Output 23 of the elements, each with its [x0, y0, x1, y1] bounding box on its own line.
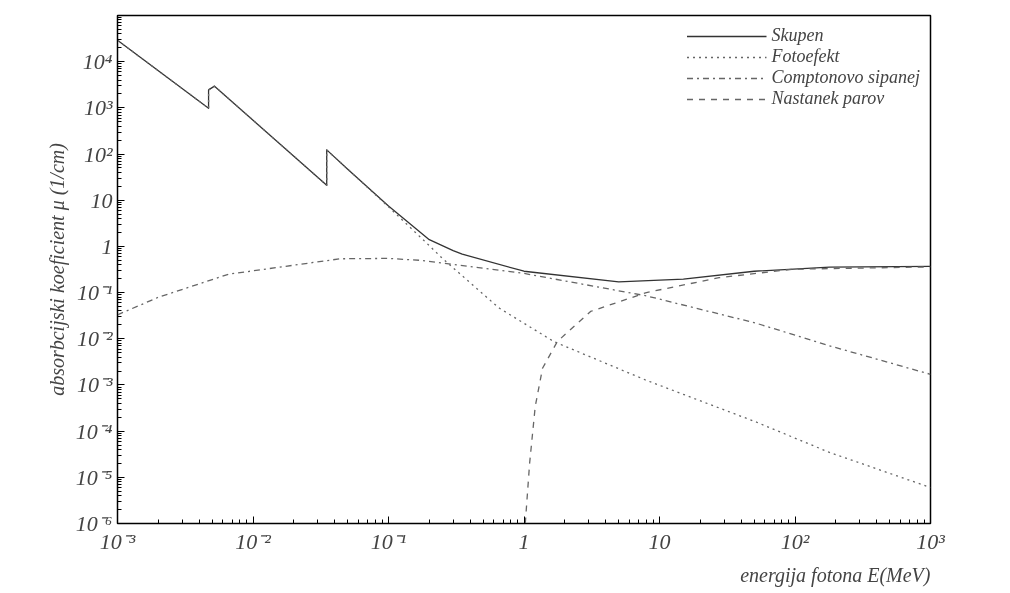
x-tick-label: 10³	[916, 528, 946, 554]
x-tick-label: 10⁻¹	[370, 528, 407, 554]
y-tick-label: 10²	[83, 141, 113, 167]
x-tick-label: 10⁻²	[235, 528, 272, 554]
y-tick-label: 10⁻¹	[76, 280, 113, 306]
y-tick-label: 10⁻³	[76, 372, 113, 398]
y-tick-label: 1	[101, 233, 113, 259]
legend-label: Skupen	[771, 25, 824, 46]
y-tick-label: 10⁻⁴	[75, 418, 113, 444]
y-tick-label: 10⁻⁵	[75, 464, 113, 490]
legend-label: Nastanek parov	[771, 88, 885, 109]
y-axis-title: absorbcijski koeficient μ (1/cm)	[45, 142, 69, 396]
y-tick-label: 10⁴	[82, 49, 113, 75]
y-tick-label: 10⁻²	[76, 326, 113, 352]
y-tick-label: 10³	[83, 95, 113, 121]
x-tick-label: 10	[648, 528, 671, 554]
x-tick-label: 10²	[780, 528, 810, 554]
x-axis-title: energija fotona E(MeV)	[740, 563, 931, 587]
y-tick-label: 10	[90, 187, 113, 213]
legend-label: Comptonovo sipanej	[771, 67, 920, 88]
y-tick-label: 10⁻⁶	[75, 511, 113, 536]
legend-label: Fotoefekt	[771, 46, 840, 67]
x-tick-label: 1	[518, 528, 530, 554]
